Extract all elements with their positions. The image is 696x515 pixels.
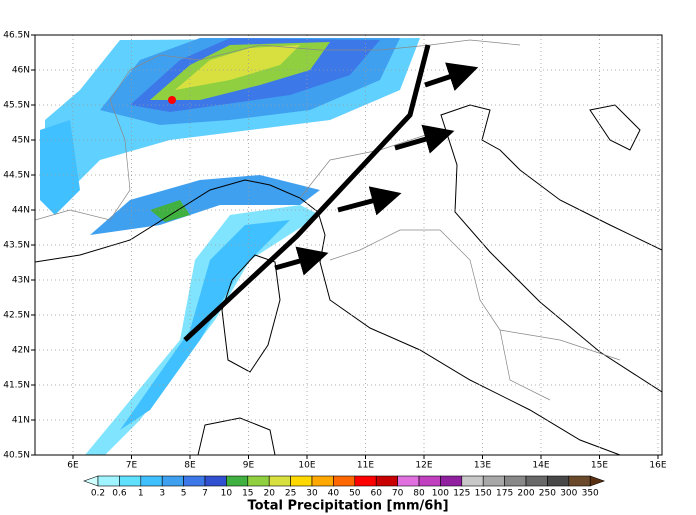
- colorbar-swatch: [183, 475, 206, 487]
- colorbar-swatch: [204, 475, 227, 487]
- colorbar-swatch: [247, 475, 270, 487]
- lon-tick-label: 10E: [298, 461, 315, 471]
- colorbar-swatch: [440, 475, 463, 487]
- colorbar-swatch: [418, 475, 441, 487]
- colorbar-swatch: [140, 475, 163, 487]
- colorbar-swatch: [119, 475, 142, 487]
- lat-tick-label: 45.5N: [3, 101, 30, 111]
- colorbar-label: 25: [285, 489, 296, 499]
- colorbar-swatch: [568, 475, 591, 487]
- graticule: [35, 35, 662, 455]
- lat-tick-label: 43.5N: [3, 241, 30, 251]
- lat-tick-label: 46.5N: [3, 31, 30, 41]
- colorbar-label: 250: [539, 489, 556, 499]
- colorbar-label: 350: [582, 489, 599, 499]
- colorbar-label: 100: [432, 489, 449, 499]
- lat-tick-label: 42N: [12, 346, 30, 356]
- colorbar-label: 150: [475, 489, 492, 499]
- cold-front: [183, 44, 479, 342]
- lat-tick-label: 44.5N: [3, 171, 30, 181]
- colorbar-swatch: [333, 475, 356, 487]
- lon-tick-label: 6E: [67, 461, 79, 471]
- colorbar-label: 60: [370, 489, 382, 499]
- colorbar-label: 10: [221, 489, 233, 499]
- colorbar-swatch: [375, 475, 398, 487]
- borders: [35, 39, 621, 401]
- colorbar-label: 0.2: [91, 489, 105, 499]
- colorbar-swatch: [97, 475, 120, 487]
- colorbar-label: 300: [560, 489, 577, 499]
- colorbar-label: 20: [263, 489, 275, 499]
- colorbar-label: 175: [496, 489, 513, 499]
- colorbar-extend-low: [83, 475, 99, 487]
- lon-tick-label: 16E: [649, 461, 666, 471]
- colorbar-swatch: [397, 475, 420, 487]
- colorbar-label: 80: [413, 489, 425, 499]
- map-area: [35, 35, 662, 455]
- lon-tick-label: 14E: [532, 461, 549, 471]
- colorbar-extend-high: [589, 475, 606, 487]
- lon-tick-label: 12E: [415, 461, 432, 471]
- lat-tick-label: 46N: [12, 66, 30, 76]
- colorbar-label: 3: [159, 489, 165, 499]
- precipitation-field: [40, 38, 420, 455]
- colorbar-label: 15: [242, 489, 253, 499]
- colorbar-label: 1: [138, 489, 144, 499]
- colorbar-swatch: [525, 475, 548, 487]
- lat-tick-label: 41.5N: [3, 381, 30, 391]
- colorbar-label: 7: [202, 489, 208, 499]
- lat-tick-label: 40.5N: [3, 451, 30, 461]
- colorbar-swatch: [268, 475, 291, 487]
- colorbar-swatch: [482, 475, 505, 487]
- lon-tick-label: 7E: [126, 461, 138, 471]
- colorbar-swatch: [504, 475, 527, 487]
- colorbar-swatch: [461, 475, 484, 487]
- lon-tick-label: 15E: [591, 461, 608, 471]
- lon-tick-label: 8E: [184, 461, 196, 471]
- lat-tick-label: 44N: [12, 206, 30, 216]
- colorbar-label: 40: [328, 489, 340, 499]
- colorbar-title: Total Precipitation [mm/6h]: [247, 499, 448, 514]
- lat-tick-label: 45N: [12, 136, 30, 146]
- colorbar-swatch: [161, 475, 184, 487]
- colorbar-label: 30: [306, 489, 318, 499]
- colorbar-swatch: [226, 475, 249, 487]
- lat-tick-label: 43N: [12, 276, 30, 286]
- colorbar-label: 200: [517, 489, 534, 499]
- colorbar-swatch: [311, 475, 334, 487]
- lat-tick-label: 42.5N: [3, 311, 30, 321]
- lon-tick-label: 13E: [474, 461, 491, 471]
- colorbar-label: 5: [181, 489, 187, 499]
- lat-tick-label: 41N: [12, 416, 30, 426]
- colorbar-label: 125: [453, 489, 470, 499]
- colorbar-label: 50: [349, 489, 361, 499]
- colorbar-swatch: [547, 475, 570, 487]
- lon-tick-label: 9E: [243, 461, 255, 471]
- colorbar-label: 0.6: [112, 489, 127, 499]
- colorbar-swatch: [354, 475, 377, 487]
- colorbar-swatch: [290, 475, 313, 487]
- lon-tick-label: 11E: [357, 461, 374, 471]
- colorbar-label: 70: [392, 489, 404, 499]
